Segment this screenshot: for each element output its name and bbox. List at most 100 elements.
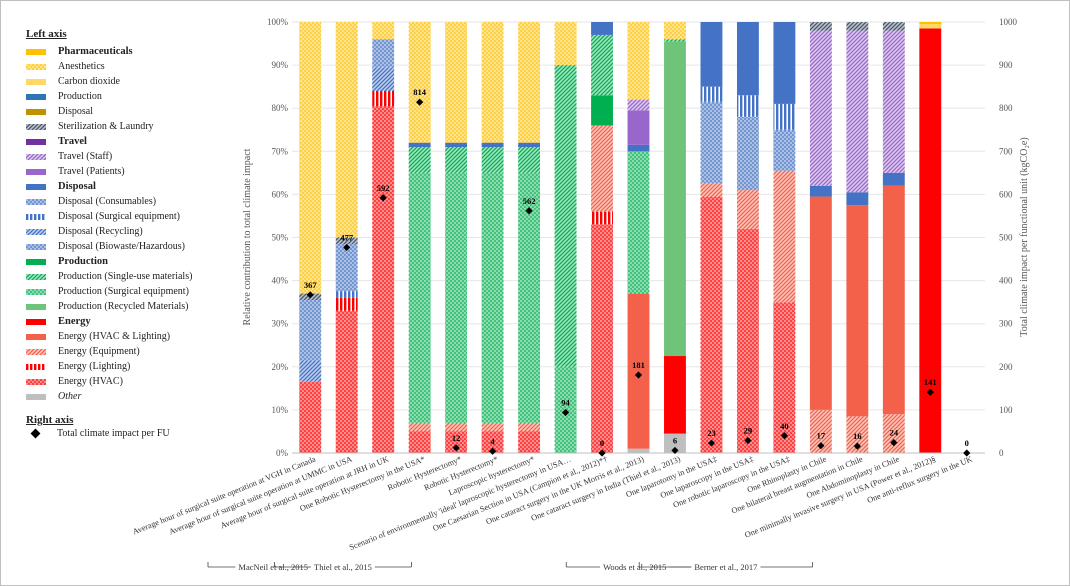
legend-item-steril: Sterilization & Laundry [26, 119, 241, 134]
bar-segment-energy [919, 28, 942, 454]
legend-swatch [26, 138, 46, 145]
legend-swatch [26, 378, 46, 385]
group-label: Thiel et al., 2015 [314, 562, 372, 572]
y-tick-label: 10% [272, 405, 289, 415]
legend-label: Disposal (Biowaste/Hazardous) [58, 241, 185, 252]
legend-item-other: Other [26, 389, 241, 404]
bar-segment-prod_single [554, 65, 577, 367]
bar-stack [591, 22, 613, 453]
bar-segment-travel_staff [882, 30, 905, 173]
study-groups: MacNeil et al., 2015 Thiel et al., 2015 Wo… [207, 562, 814, 572]
bar-segment-en_equip [700, 183, 723, 197]
bar-segment-disposal [809, 185, 832, 197]
y2-tick-label: 600 [999, 189, 1013, 199]
legend-item-disp_brown: Disposal [26, 104, 241, 119]
total-label: 814 [413, 87, 427, 97]
total-label: 17 [817, 431, 826, 441]
bar-segment-en_light [591, 211, 613, 225]
total-label: 0 [965, 438, 969, 448]
bar-segment-prod_single [408, 146, 431, 173]
bar-segment-prod_surg [445, 172, 468, 423]
y-tick-label: 50% [272, 233, 289, 243]
y-tick-label: 90% [272, 60, 289, 70]
bar-segment-anesthetics [299, 22, 322, 294]
legend-item-prod_surg: Production (Surgical equipment) [26, 284, 241, 299]
bar-stack [481, 22, 504, 453]
legend-swatch [26, 168, 46, 175]
legend-label: Production (Recycled Materials) [58, 301, 189, 312]
legend-item-co2: Carbon dioxide [26, 74, 241, 89]
bar-segment-production [591, 95, 613, 126]
bar-segment-en_equip [518, 422, 541, 432]
chart-legend: Left axis Pharmaceuticals Anesthetics Carb… [26, 28, 241, 441]
y-tick-label: 100% [267, 17, 289, 27]
bar-stack [554, 22, 577, 453]
group-label-bg [235, 562, 312, 572]
legend-label: Anesthetics [58, 61, 105, 72]
legend-label: Travel (Patients) [58, 166, 125, 177]
total-marker [853, 442, 861, 450]
legend-label: Energy (HVAC) [58, 376, 123, 387]
bar-stack [919, 22, 942, 454]
total-marker [926, 388, 934, 396]
bar-segment-anesthetics [481, 22, 504, 143]
total-label: 141 [924, 377, 937, 387]
bar-segment-en_hvacl [627, 293, 650, 449]
bar-segment-disposal [736, 22, 759, 96]
group-label: MacNeil et al., 2015 [238, 562, 308, 572]
y-tick-label: 80% [272, 103, 289, 113]
bar-stack [700, 22, 723, 453]
bar-segment-co2 [919, 24, 942, 29]
legend-item-pharma: Pharmaceuticals [26, 44, 241, 59]
bar-segment-disp_cons [335, 243, 358, 292]
legend-item-production: Production [26, 254, 241, 269]
bar-segment-en_hvac [408, 431, 431, 453]
total-label: 4 [490, 436, 495, 446]
legend-swatch [26, 348, 46, 355]
bar-segment-en_equip [445, 422, 468, 432]
total-label: 40 [780, 421, 789, 431]
legend-label: Production (Single-use materials) [58, 271, 193, 282]
y-tick-label: 70% [272, 146, 289, 156]
legend-item-prod_single: Production (Single-use materials) [26, 269, 241, 284]
total-marker [525, 207, 533, 215]
total-marker [452, 444, 460, 452]
bar-stack [809, 22, 832, 453]
bar-segment-en_hvac [591, 224, 613, 453]
legend-item-disp_surg: Disposal (Surgical equipment) [26, 209, 241, 224]
total-marker [416, 98, 424, 106]
bar-segment-en_equip [736, 190, 759, 229]
bar-segment-travel_staff [809, 30, 832, 186]
bar-segment-prod_single [664, 39, 686, 42]
y2-tick-label: 300 [999, 319, 1013, 329]
legend-item-total-impact: Total climate impact per FU [26, 426, 241, 441]
bar-segment-en_hvac [773, 302, 796, 453]
bar-stack [736, 22, 759, 453]
group-label-bg [691, 562, 761, 572]
bar-segment-steril [809, 22, 832, 31]
bar-segment-travel_staff [846, 30, 869, 193]
legend-swatch [26, 393, 46, 400]
bar-segment-disposal [408, 142, 431, 147]
legend-label: Energy (Lighting) [58, 361, 131, 372]
legend-label: Production [58, 256, 108, 267]
y2-tick-label: 900 [999, 60, 1013, 70]
legend-label: Disposal [58, 181, 96, 192]
legend-item-disp_bio: Disposal (Biowaste/Hazardous) [26, 239, 241, 254]
bar-segment-disposal [773, 22, 796, 104]
total-label: 562 [523, 196, 536, 206]
total-marker [634, 371, 643, 379]
legend-label: Disposal (Surgical equipment) [58, 211, 181, 222]
total-label: 181 [632, 360, 645, 370]
bar-stack [445, 22, 468, 453]
y2-tick-label: 700 [999, 146, 1013, 156]
total-marker [561, 408, 570, 417]
legend-swatch [26, 153, 46, 160]
bar-segment-en_equip [591, 125, 613, 212]
bar-segment-disp_surg [700, 86, 723, 102]
bar-segment-anesthetics [554, 22, 577, 66]
bar-segment-en_equip [408, 422, 431, 432]
bars [299, 22, 942, 454]
bar-segment-en_hvacl [846, 205, 869, 417]
